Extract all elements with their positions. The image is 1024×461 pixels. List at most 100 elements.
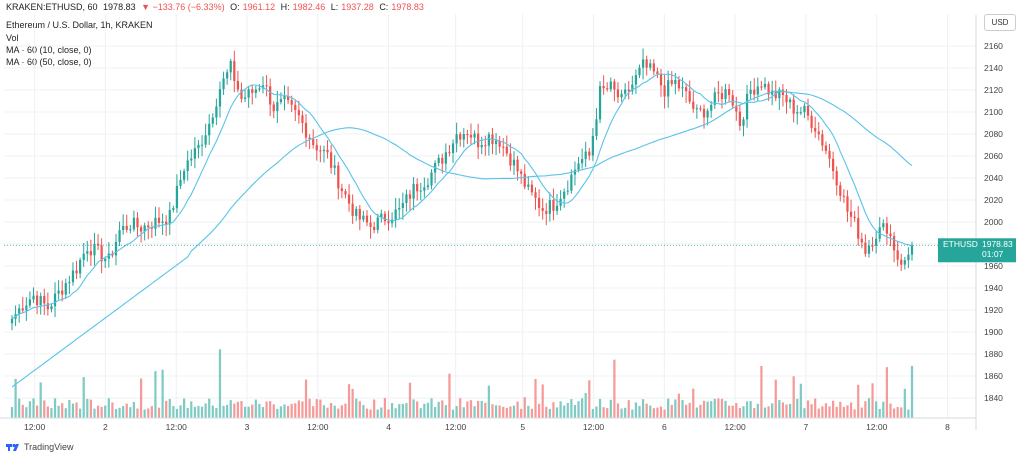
candle-body (871, 245, 874, 247)
brand-name: TradingView (24, 442, 74, 452)
candle-body (75, 270, 78, 274)
candle-body (882, 223, 885, 228)
candle-body (602, 86, 605, 89)
volume-bar (581, 398, 584, 418)
currency-button[interactable]: USD (984, 14, 1016, 31)
price-tick-label: 2020 (984, 195, 1003, 205)
candle-body (588, 151, 591, 156)
candle-body (383, 213, 387, 222)
volume-bar (523, 397, 526, 418)
volume-bar (441, 400, 444, 418)
time-tick-label: 5 (520, 422, 525, 432)
volume-bar (254, 399, 257, 418)
price-tag-symbol: ETHUSD (943, 239, 978, 249)
volume-bar (64, 408, 67, 418)
volume-bar (365, 408, 369, 418)
volume-bar (319, 399, 322, 418)
candle-body (889, 233, 892, 237)
candle-body (168, 209, 171, 225)
candle-body (423, 187, 426, 191)
volume-bar (258, 403, 261, 418)
volume-bar (864, 401, 867, 418)
volume-bar (788, 403, 792, 418)
candle-body (229, 60, 232, 73)
price-tick-label: 2160 (984, 41, 1003, 51)
price-tick-label: 2120 (984, 85, 1003, 95)
candle-body (796, 112, 799, 114)
close-label: C: (379, 2, 389, 12)
volume-bar (43, 400, 46, 418)
volume-bar (322, 405, 326, 418)
symbol-label[interactable]: KRAKEN:ETHUSD, 60 (6, 2, 98, 12)
price-tag: ETHUSD 1978.83 01:07 (938, 238, 1016, 263)
candle-body (534, 192, 537, 198)
volume-bar (692, 388, 695, 418)
candle-body (358, 208, 361, 220)
volume-bar (330, 402, 333, 418)
legend-vol[interactable]: Vol (6, 33, 19, 43)
volume-bar (125, 403, 128, 418)
volume-bar (265, 401, 268, 418)
volume-bar (552, 402, 555, 418)
legend-ma10[interactable]: MA · 60 (10, close, 0) (6, 45, 92, 55)
volume-bar (613, 359, 616, 418)
candle-body (362, 215, 365, 220)
volume-bar (502, 406, 505, 418)
candle-body (745, 93, 749, 120)
volume-bar (745, 401, 749, 418)
volume-bar (387, 409, 390, 418)
candle-body (43, 295, 46, 304)
candle-body (89, 251, 93, 256)
candle-body (738, 111, 742, 126)
brand-footer[interactable]: TradingView (6, 442, 74, 452)
candle-body (200, 144, 204, 146)
volume-bar (659, 406, 663, 418)
candle-body (875, 238, 878, 246)
volume-bar (641, 399, 645, 418)
candle-body (193, 148, 196, 159)
volume-bar (473, 406, 476, 418)
volume-bar (778, 400, 781, 418)
volume-bar (849, 402, 853, 418)
candle-body (652, 63, 655, 72)
candle-body (907, 254, 910, 261)
volume-bar (527, 405, 530, 418)
candle-body (692, 101, 695, 109)
volume-bar (118, 407, 121, 418)
candle-body (573, 169, 577, 175)
volume-bar (753, 408, 756, 418)
price-tag-countdown: 01:07 (982, 249, 1004, 259)
volume-bar (104, 405, 107, 418)
candle-body (781, 89, 785, 96)
volume-bar (885, 367, 889, 418)
volume-bar (150, 406, 153, 418)
volume-bar (595, 406, 598, 418)
volume-bar (18, 398, 21, 418)
volume-bar (710, 401, 713, 418)
candle-body (516, 159, 519, 172)
volume-bar (276, 408, 279, 418)
time-axis[interactable]: 12:00 2 12:00 3 12:00 4 12:00 5 12:00 6 12:00 7 12:0… (24, 422, 950, 432)
volume-bar (882, 401, 885, 418)
candle-body (624, 89, 627, 94)
candle-body (853, 216, 856, 219)
price-axis[interactable]: 1840186018801900192019401960198020002020… (984, 41, 1003, 403)
volume-bar (875, 401, 878, 418)
time-tick-label: 7 (804, 422, 809, 432)
volume-bar (57, 405, 60, 418)
volume-bar (61, 403, 64, 418)
candle-body (233, 60, 236, 81)
volume-bar (93, 408, 96, 418)
volume-bar (857, 384, 860, 418)
volume-bar (261, 407, 265, 418)
candle-body (290, 100, 293, 105)
candle-body (778, 89, 781, 99)
legend-ma50[interactable]: MA · 60 (50, close, 0) (6, 57, 92, 67)
candle-body (114, 241, 118, 256)
candle-body (330, 152, 333, 168)
candle-body (387, 221, 390, 224)
volume-bar (430, 398, 433, 418)
legend-title[interactable]: Ethereum / U.S. Dollar, 1h, KRAKEN (6, 20, 153, 30)
